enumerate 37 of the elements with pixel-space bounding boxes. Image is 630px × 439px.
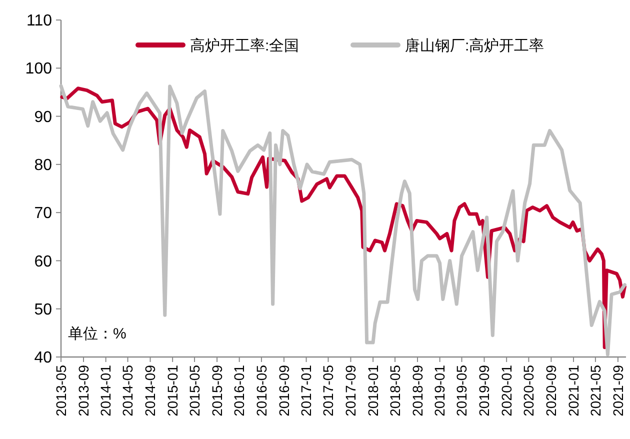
x-tick-label: 2015-01 (164, 364, 180, 416)
x-tick-label: 2018-09 (409, 364, 426, 416)
x-tick-label: 2017-01 (298, 364, 314, 416)
legend-label: 唐山钢厂:高炉开工率 (405, 37, 544, 54)
x-tick-label: 2014-05 (120, 364, 136, 416)
x-tick-label: 2016-01 (231, 364, 248, 416)
legend-label: 高炉开工率:全国 (190, 37, 300, 54)
x-tick-label: 2015-09 (208, 364, 225, 416)
annotation: 单位：% (68, 325, 126, 342)
x-tick-label: 2020-01 (498, 364, 514, 416)
y-tick-label: 40 (34, 350, 52, 367)
y-tick-label: 90 (34, 108, 52, 126)
y-tick-label: 110 (26, 12, 52, 30)
x-tick-label: 2017-09 (342, 364, 359, 416)
y-tick-label: 100 (25, 60, 52, 78)
x-tick-label: 2019-05 (454, 364, 470, 416)
x-tick-label: 2013-09 (75, 364, 92, 416)
x-tick-label: 2016-09 (276, 364, 292, 416)
x-tick-label: 2015-05 (186, 364, 202, 416)
y-tick-label: 60 (34, 253, 52, 270)
x-tick-label: 2021-01 (565, 364, 582, 416)
x-tick-label: 2019-01 (432, 364, 448, 416)
y-tick-label: 70 (34, 205, 52, 222)
x-tick-label: 2017-05 (320, 364, 336, 416)
x-tick-label: 2016-05 (253, 364, 270, 416)
x-tick-label: 2019-09 (476, 364, 492, 416)
x-tick-label: 2020-09 (543, 364, 560, 416)
x-tick-label: 2020-05 (520, 364, 537, 416)
x-tick-label: 2018-05 (386, 364, 403, 416)
x-tick-label: 2021-05 (587, 364, 604, 416)
y-tick-label: 50 (34, 301, 52, 318)
x-tick-label: 2021-09 (610, 364, 626, 416)
x-tick-label: 2014-01 (98, 364, 114, 416)
y-tick-label: 80 (34, 157, 52, 174)
x-tick-label: 2018-01 (364, 364, 381, 416)
x-tick-label: 2014-09 (142, 364, 158, 416)
x-tick-label: 2013-05 (52, 364, 69, 416)
